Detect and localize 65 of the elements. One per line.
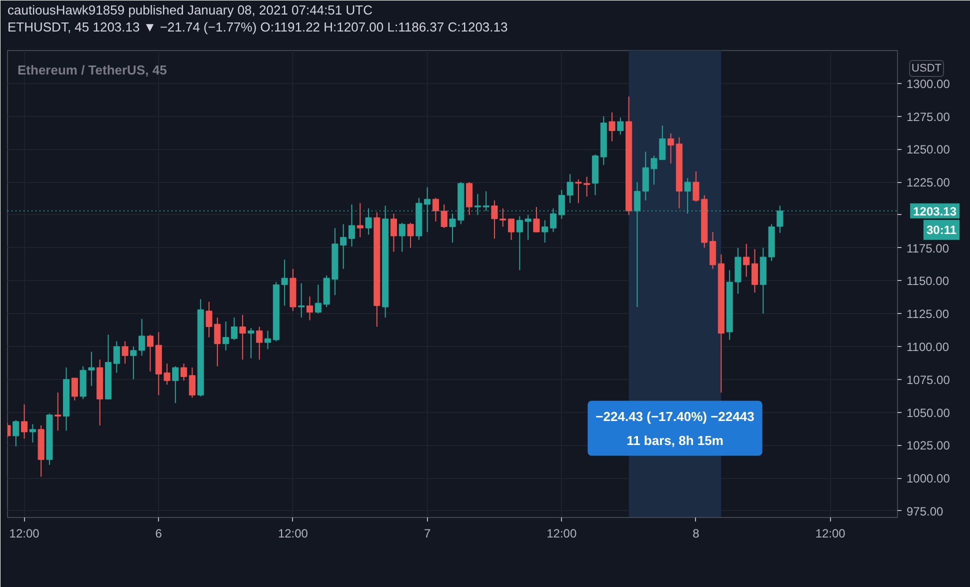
candlestick bbox=[542, 220, 548, 244]
text: cautiousHawk91859 published January 08, 2021 07:44:51 UTC bbox=[8, 2, 372, 18]
candlestick bbox=[407, 222, 414, 248]
candlestick bbox=[508, 218, 515, 240]
y-tick-label: 1300.00 bbox=[906, 76, 950, 91]
text: ETHUSDT, 45 1203.13 ▼ −21.74 (−1.77%) O:1191.22 H:1207.00 L:1186.37 C:1203.13 bbox=[8, 20, 508, 34]
x-tick-label: 12:00 bbox=[815, 526, 846, 540]
candlestick bbox=[710, 232, 716, 270]
candlestick bbox=[264, 330, 272, 350]
candlestick bbox=[29, 424, 36, 444]
candlestick bbox=[130, 346, 137, 380]
y-tick-label: 1175.00 bbox=[906, 241, 950, 256]
candlestick bbox=[21, 404, 28, 440]
y-tick-label: 1250.00 bbox=[906, 142, 950, 157]
text: 30:11 bbox=[926, 222, 957, 237]
candlestick bbox=[256, 326, 263, 360]
candlestick bbox=[668, 132, 674, 164]
y-tick-label: 1100.00 bbox=[906, 340, 950, 354]
y-tick-label: 1000.00 bbox=[906, 472, 950, 486]
annotation: −224.43 (−17.40%) −22443 11 bars, 8h 15m bbox=[596, 408, 754, 448]
candlestick bbox=[617, 117, 624, 136]
candlestick bbox=[138, 318, 146, 356]
y-tick-label: 1025.00 bbox=[906, 438, 950, 453]
candlestick bbox=[466, 182, 473, 216]
y-tick-label: 1050.00 bbox=[906, 406, 950, 420]
candlestick bbox=[248, 328, 254, 359]
candlestick bbox=[71, 378, 78, 401]
candlestick bbox=[306, 296, 314, 321]
candlestick bbox=[432, 197, 439, 222]
candlestick bbox=[188, 367, 196, 398]
candlestick bbox=[356, 202, 364, 238]
y-tick-label: 1275.00 bbox=[906, 110, 950, 124]
x-tick-label: 12:00 bbox=[546, 526, 577, 540]
candlestick bbox=[751, 248, 758, 294]
candlestick bbox=[230, 317, 238, 340]
candlestick bbox=[298, 282, 305, 318]
candlestick bbox=[281, 259, 288, 306]
candlestick bbox=[172, 366, 179, 404]
candlestick bbox=[440, 204, 448, 229]
candlestick bbox=[743, 243, 750, 278]
x-tick-label: 7 bbox=[424, 526, 431, 540]
y-tick-label: 1150.00 bbox=[906, 274, 950, 288]
x-tick-label: 12:00 bbox=[278, 526, 308, 540]
candlestick bbox=[146, 334, 154, 372]
candlestick bbox=[398, 222, 406, 252]
y-tick-label: 1075.00 bbox=[906, 372, 950, 387]
candlestick bbox=[533, 206, 540, 233]
x-tick-label: 12:00 bbox=[9, 526, 40, 540]
y-tick-label: 1225.00 bbox=[906, 176, 950, 190]
candlestick bbox=[239, 314, 246, 360]
x-tick-label: 8 bbox=[692, 526, 700, 540]
candlestick bbox=[180, 363, 188, 382]
y-tick-label: 975.00 bbox=[906, 504, 944, 518]
y-tick-label: 1125.00 bbox=[906, 307, 950, 322]
candlestick bbox=[113, 340, 120, 374]
candlestick bbox=[122, 340, 128, 364]
ref-line-label: 1203.13 bbox=[913, 204, 957, 218]
candlestick bbox=[390, 213, 397, 252]
candlestick bbox=[608, 112, 616, 142]
x-tick-label: 6 bbox=[155, 526, 162, 540]
candlestick bbox=[54, 392, 62, 432]
y-axis-title: USDT bbox=[912, 62, 942, 74]
candlestick bbox=[222, 320, 230, 351]
candlestick bbox=[12, 420, 20, 447]
text: Ethereum / TetherUS, 45 bbox=[18, 62, 167, 78]
